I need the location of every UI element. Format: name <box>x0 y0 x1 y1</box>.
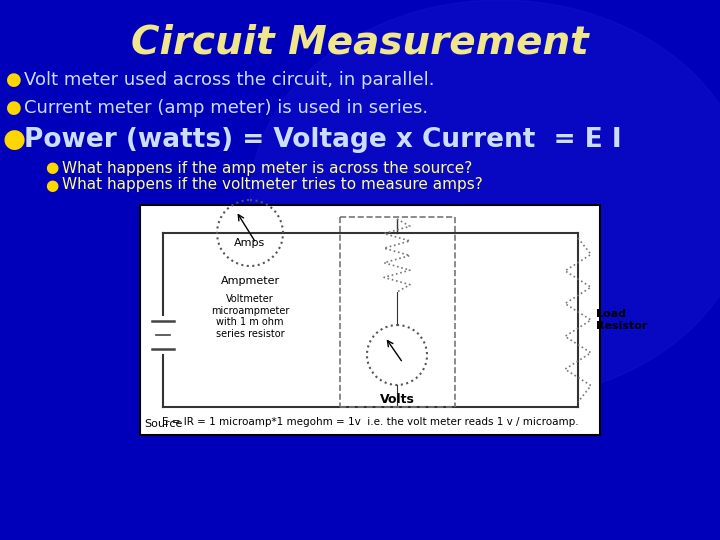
Text: Power (watts) = Voltage x Current  = E I: Power (watts) = Voltage x Current = E I <box>24 127 621 153</box>
Text: ●: ● <box>45 178 58 192</box>
Text: ●: ● <box>45 160 58 176</box>
Text: Load
Resistor: Load Resistor <box>596 309 647 331</box>
Text: Amps: Amps <box>235 238 266 248</box>
Text: Volt meter used across the circuit, in parallel.: Volt meter used across the circuit, in p… <box>24 71 434 89</box>
Text: What happens if the amp meter is across the source?: What happens if the amp meter is across … <box>62 160 472 176</box>
Text: Circuit Measurement: Circuit Measurement <box>131 23 589 61</box>
Text: E = IR = 1 microamp*1 megohm = 1v  i.e. the volt meter reads 1 v / microamp.: E = IR = 1 microamp*1 megohm = 1v i.e. t… <box>162 417 578 427</box>
Text: Voltmeter
microampmeter
with 1 m ohm
series resistor: Voltmeter microampmeter with 1 m ohm ser… <box>211 294 289 339</box>
Text: ●: ● <box>6 99 22 117</box>
Ellipse shape <box>250 0 720 400</box>
Bar <box>140 205 600 435</box>
Text: Volts: Volts <box>379 393 415 406</box>
Text: ●: ● <box>6 71 22 89</box>
Text: Current meter (amp meter) is used in series.: Current meter (amp meter) is used in ser… <box>24 99 428 117</box>
Text: Source: Source <box>144 419 182 429</box>
Text: What happens if the voltmeter tries to measure amps?: What happens if the voltmeter tries to m… <box>62 178 482 192</box>
Text: ●: ● <box>2 127 25 153</box>
Text: Ampmeter: Ampmeter <box>220 276 279 286</box>
